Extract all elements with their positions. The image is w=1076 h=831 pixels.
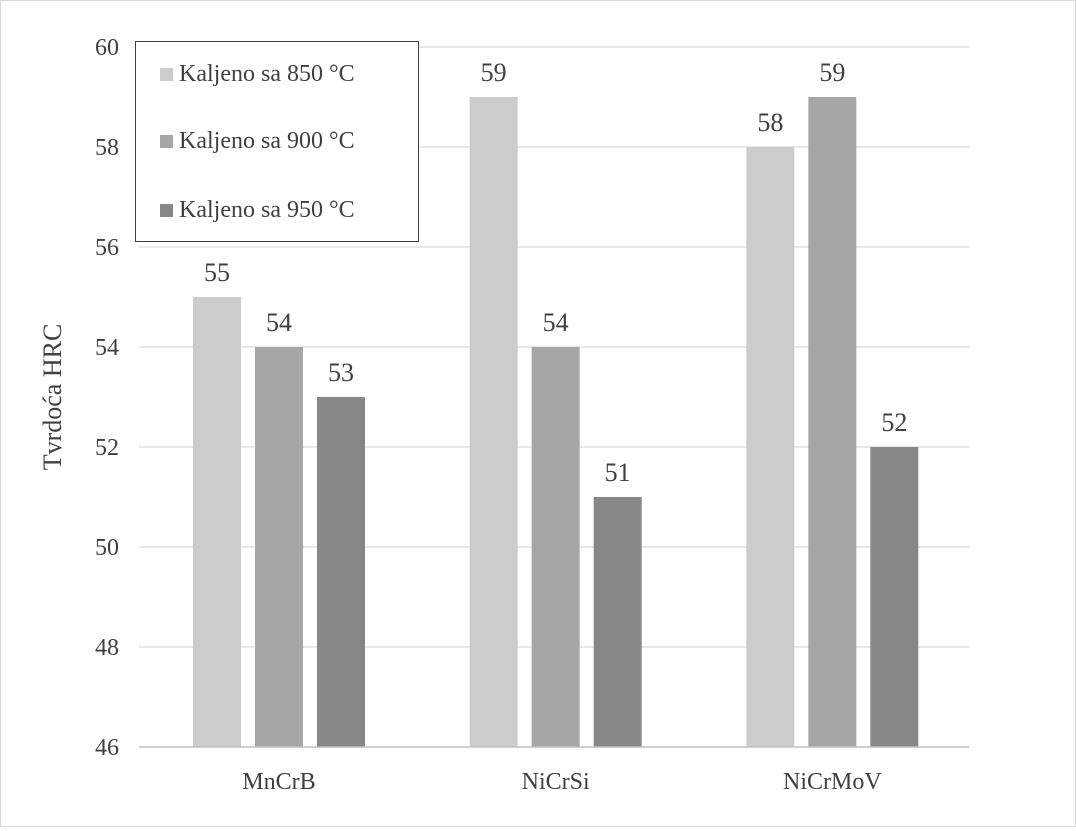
legend-label: Kaljeno sa 900 °C [179,127,355,154]
data-label: 59 [819,58,845,87]
legend-item: Kaljeno sa 950 °C [160,195,355,225]
bar [746,147,795,747]
y-tick-label: 46 [95,735,119,761]
bar [469,97,518,747]
data-label: 54 [543,308,569,337]
legend-label: Kaljeno sa 950 °C [179,196,355,223]
y-tick-label: 52 [95,435,119,461]
bar [531,347,580,747]
x-tick-label: NiCrSi [522,769,590,795]
x-tick-label: NiCrMoV [783,769,882,795]
legend-swatch [160,134,173,148]
axes: 46 48 50 52 54 56 58 60 MnCrB NiCrSi NiCrMoV Tvrdoć… [38,35,969,795]
bar [593,497,642,747]
legend-item: Kaljeno sa 900 °C [160,126,355,156]
y-tick-label: 48 [95,635,119,661]
bar [317,397,365,747]
legend: Kaljeno sa 850 °C Kaljeno sa 900 °C Kalj… [135,41,419,242]
y-tick-label: 50 [95,535,119,561]
data-label: 52 [881,408,907,437]
legend-swatch [160,203,173,217]
data-labels: 55 54 53 59 54 51 58 59 52 [204,58,907,487]
bars [193,97,919,747]
data-label: 51 [605,458,631,487]
y-tick-label: 56 [95,235,119,261]
data-label: 53 [328,358,354,387]
y-axis-title: Tvrdoća HRC [38,324,67,471]
data-label: 58 [757,108,783,137]
bar [870,447,919,747]
bar [808,97,857,747]
legend-item: Kaljeno sa 850 °C [160,59,355,89]
x-tick-label: MnCrB [242,769,315,795]
legend-label: Kaljeno sa 850 °C [179,60,355,87]
bar [255,347,303,747]
bar [193,297,241,747]
data-label: 54 [266,308,292,337]
legend-swatch [160,67,173,81]
y-tick-label: 60 [95,35,119,61]
data-label: 55 [204,258,230,287]
data-label: 59 [481,58,507,87]
y-tick-label: 58 [95,135,119,161]
y-tick-label: 54 [95,335,119,361]
